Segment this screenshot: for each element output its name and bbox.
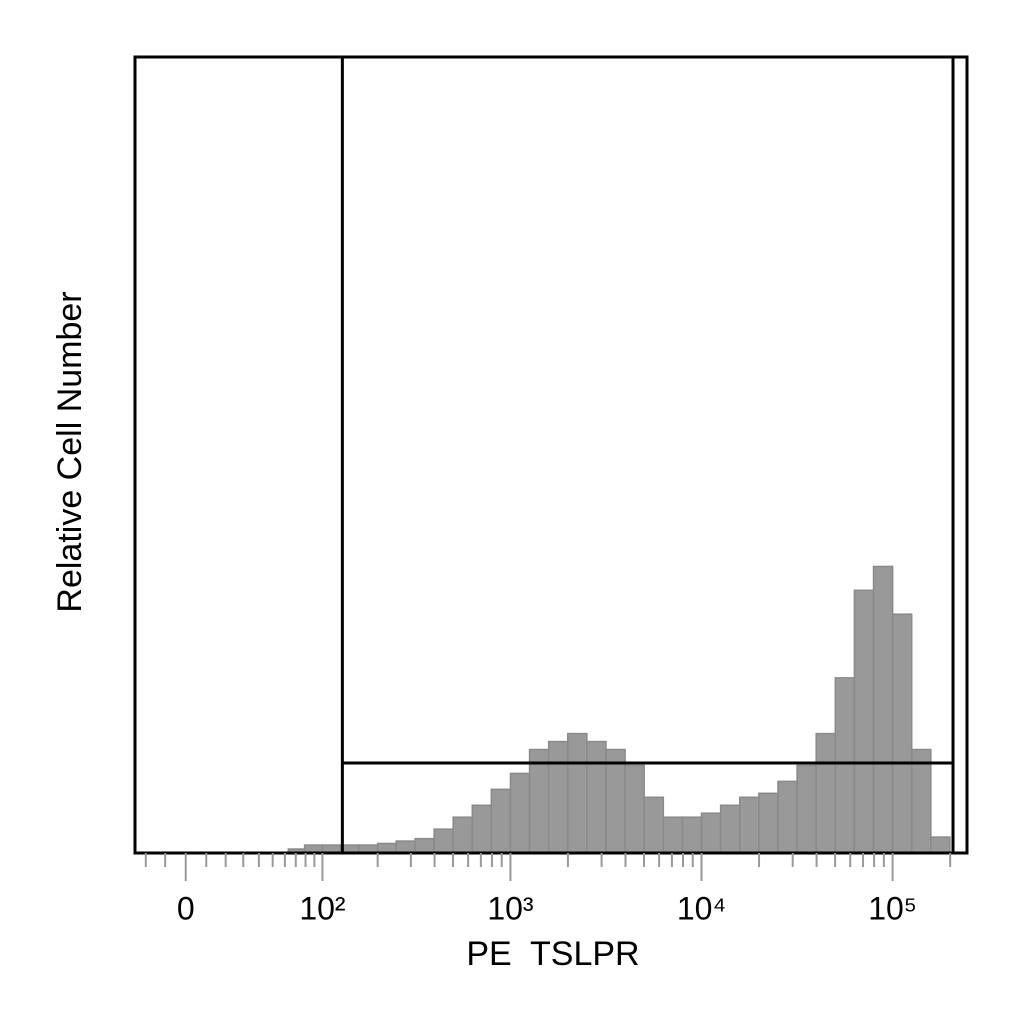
histogram-bar <box>872 565 894 854</box>
histogram-bar <box>777 780 798 854</box>
histogram-bar <box>910 748 932 854</box>
y-axis-label: Relative Cell Number <box>51 291 89 612</box>
x-tick-label: 10² <box>299 890 346 926</box>
histogram-bar <box>738 796 760 854</box>
histogram-bar <box>834 677 856 854</box>
histogram-bar <box>566 732 588 854</box>
histogram-bar <box>719 804 741 854</box>
histogram-bar <box>433 828 454 854</box>
histogram-bar <box>414 837 435 854</box>
x-axis-label: PE TSLPR <box>466 935 639 973</box>
histogram-bar <box>528 748 550 854</box>
histogram-bar <box>471 804 493 854</box>
histogram-bar <box>624 764 645 854</box>
histogram-bar <box>643 796 665 854</box>
x-tick-label: 10³ <box>487 890 534 926</box>
histogram-bar <box>547 740 569 854</box>
histogram-bar <box>930 836 951 854</box>
histogram-bar <box>891 613 913 854</box>
histogram-bar <box>758 792 779 854</box>
histogram-bar <box>815 732 837 854</box>
histogram-bar <box>509 772 531 854</box>
histogram-bar <box>605 748 626 854</box>
histogram-bar <box>796 764 817 854</box>
histogram-bar <box>681 816 703 854</box>
histogram-bar <box>395 840 416 854</box>
histogram-bar <box>853 589 875 854</box>
x-tick-label: 10⁵ <box>868 890 917 926</box>
x-tick-label: 10⁴ <box>677 890 726 926</box>
histogram-bar <box>700 812 722 854</box>
histogram-bar <box>586 740 607 854</box>
histogram-bar <box>490 788 512 854</box>
histogram-bar <box>452 816 474 854</box>
histogram-bar <box>662 816 684 854</box>
x-tick-label: 0 <box>177 890 195 926</box>
plot-frame <box>133 55 969 855</box>
